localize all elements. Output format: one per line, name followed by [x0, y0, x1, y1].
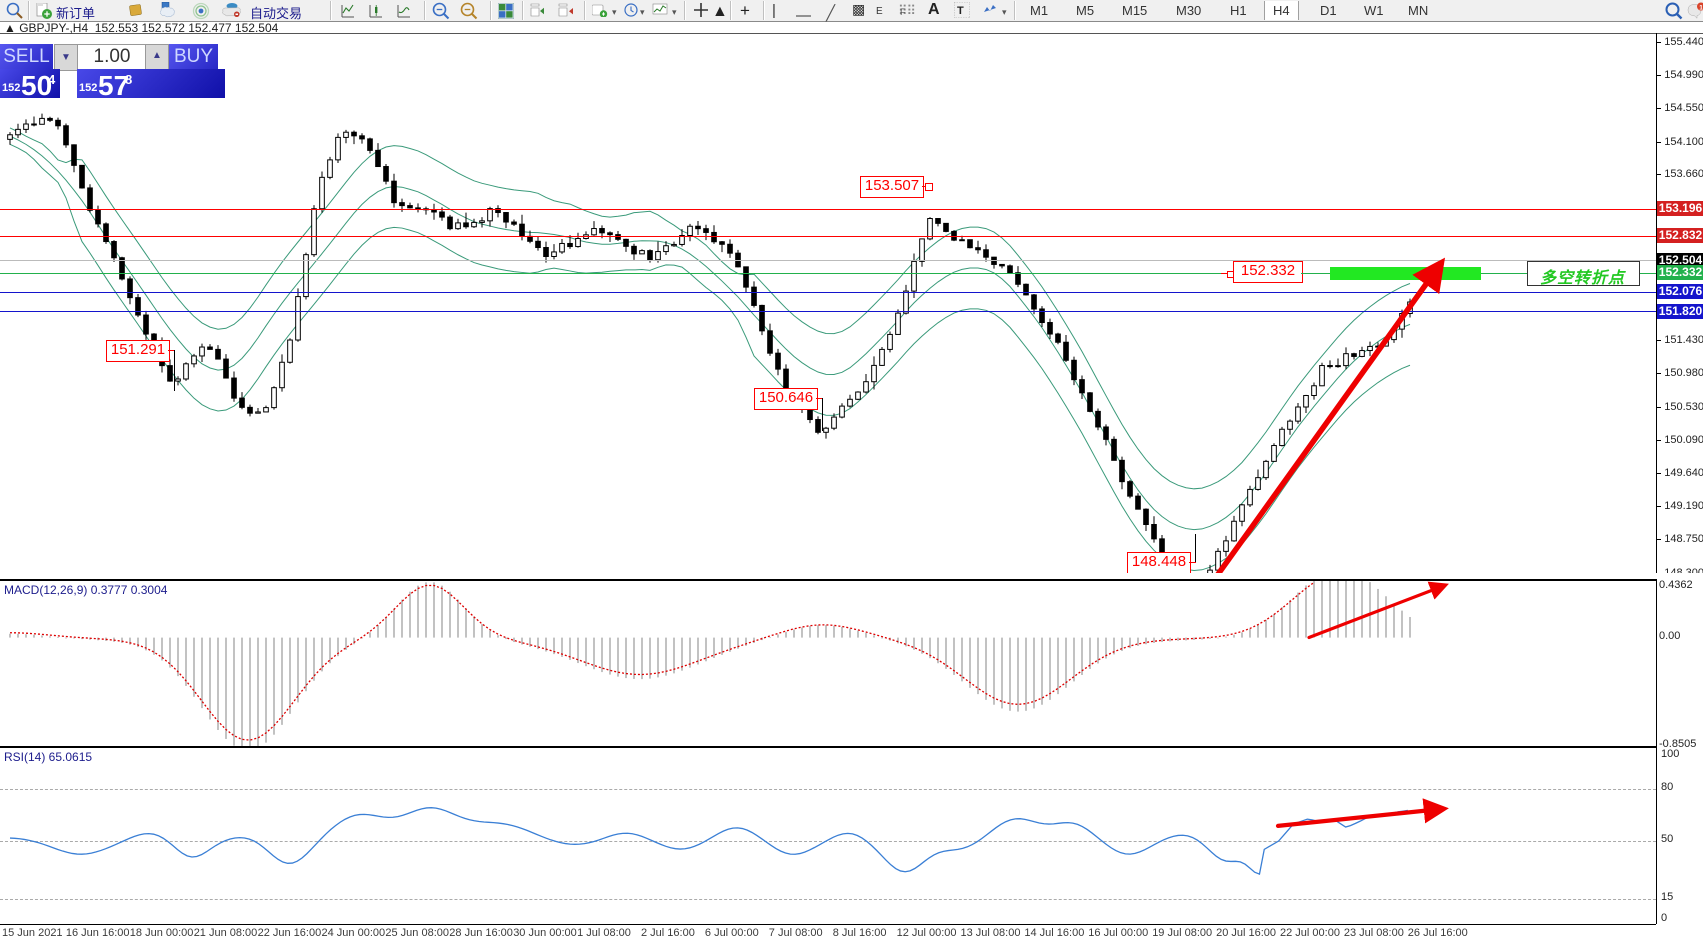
svg-text:1: 1 [1699, 4, 1703, 11]
svg-text:T: T [957, 5, 964, 17]
